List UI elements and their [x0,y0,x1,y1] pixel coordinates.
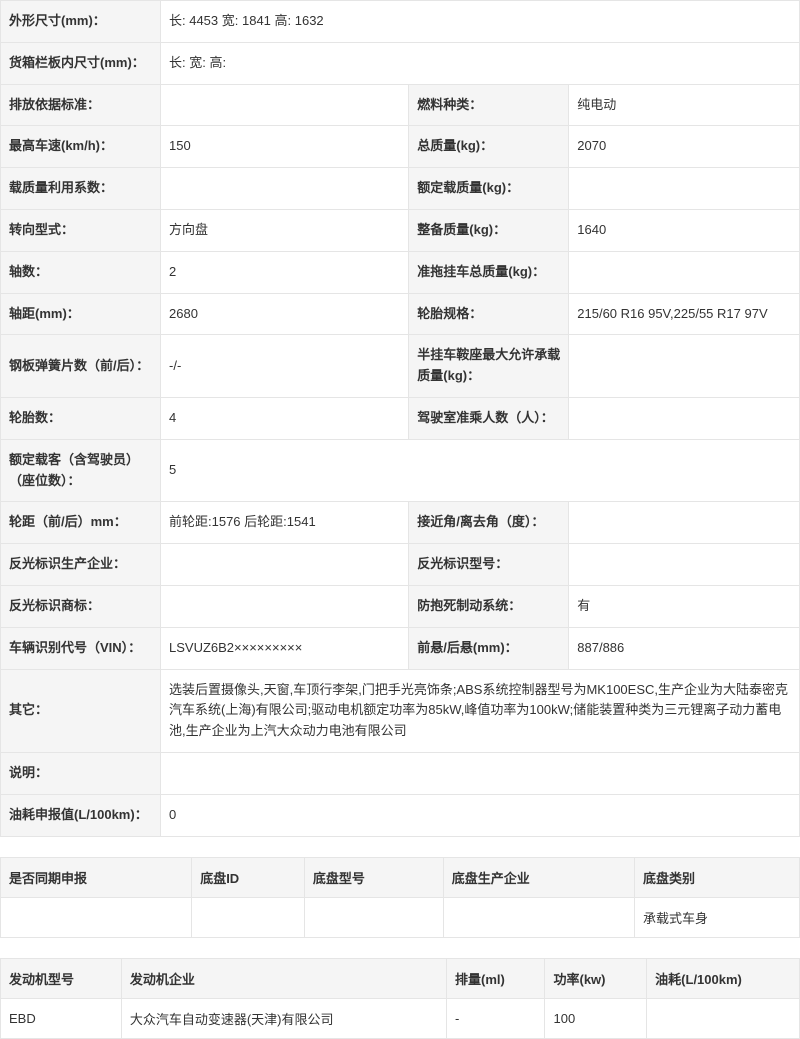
steering-label: 转向型式： [1,209,161,251]
fuelcons-value: 0 [161,794,800,836]
chassis-c1 [1,897,192,937]
engine-c1: EBD [1,998,122,1038]
trailermass-label: 准拖挂车总质量(kg)： [409,251,569,293]
cabpassenger-label: 驾驶室准乘人数（人）： [409,397,569,439]
leafspring-value: -/- [161,335,409,398]
engine-c5 [647,998,800,1038]
vin-label: 车辆识别代号（VIN）： [1,627,161,669]
trailermass-value [569,251,800,293]
reflectmfr-value [161,544,409,586]
chassis-c2 [192,897,305,937]
wheelbase-label: 轴距(mm)： [1,293,161,335]
engine-c2: 大众汽车自动变速器(天津)有限公司 [121,998,446,1038]
other-label: 其它： [1,669,161,752]
tirecount-value: 4 [161,397,409,439]
reflectmark-value [161,585,409,627]
chassis-col3: 底盘型号 [304,857,443,897]
chassis-col4: 底盘生产企业 [443,857,634,897]
abs-label: 防抱死制动系统： [409,585,569,627]
totalmass-label: 总质量(kg)： [409,126,569,168]
seats-value: 5 [161,439,800,502]
axles-label: 轴数： [1,251,161,293]
chassis-col2: 底盘ID [192,857,305,897]
chassis-c3 [304,897,443,937]
note-label: 说明： [1,752,161,794]
angle-label: 接近角/离去角（度）： [409,502,569,544]
engine-col2: 发动机企业 [121,958,446,998]
engine-col3: 排量(ml) [447,958,545,998]
totalmass-value: 2070 [569,126,800,168]
reflectmodel-value [569,544,800,586]
axles-value: 2 [161,251,409,293]
chassis-table: 是否同期申报 底盘ID 底盘型号 底盘生产企业 底盘类别 承载式车身 [0,857,800,938]
specifications-table: 外形尺寸(mm)： 长: 4453 宽: 1841 高: 1632 货箱栏板内尺… [0,0,800,837]
overhang-label: 前悬/后悬(mm)： [409,627,569,669]
maxspeed-value: 150 [161,126,409,168]
table-row: 承载式车身 [1,897,800,937]
ratedload-label: 额定载质量(kg)： [409,168,569,210]
note-value [161,752,800,794]
engine-col5: 油耗(L/100km) [647,958,800,998]
chassis-col1: 是否同期申报 [1,857,192,897]
cargo-label: 货箱栏板内尺寸(mm)： [1,42,161,84]
saddleload-label: 半挂车鞍座最大允许承载质量(kg)： [409,335,569,398]
abs-value: 有 [569,585,800,627]
loadfactor-value [161,168,409,210]
chassis-col5: 底盘类别 [634,857,799,897]
curbmass-value: 1640 [569,209,800,251]
chassis-c4 [443,897,634,937]
steering-value: 方向盘 [161,209,409,251]
curbmass-label: 整备质量(kg)： [409,209,569,251]
reflectmfr-label: 反光标识生产企业： [1,544,161,586]
chassis-c5: 承载式车身 [634,897,799,937]
track-value: 前轮距:1576 后轮距:1541 [161,502,409,544]
wheelbase-value: 2680 [161,293,409,335]
fuel-value: 纯电动 [569,84,800,126]
track-label: 轮距（前/后）mm： [1,502,161,544]
engine-c3: - [447,998,545,1038]
angle-value [569,502,800,544]
maxspeed-label: 最高车速(km/h)： [1,126,161,168]
engine-col1: 发动机型号 [1,958,122,998]
engine-table: 发动机型号 发动机企业 排量(ml) 功率(kw) 油耗(L/100km) EB… [0,958,800,1039]
tires-label: 轮胎规格： [409,293,569,335]
ratedload-value [569,168,800,210]
vin-value: LSVUZ6B2××××××××× [161,627,409,669]
leafspring-label: 钢板弹簧片数（前/后）： [1,335,161,398]
fuel-label: 燃料种类： [409,84,569,126]
seats-label: 额定载客（含驾驶员）（座位数）： [1,439,161,502]
cabpassenger-value [569,397,800,439]
tires-value: 215/60 R16 95V,225/55 R17 97V [569,293,800,335]
dimensions-value: 长: 4453 宽: 1841 高: 1632 [161,1,800,43]
engine-col4: 功率(kw) [545,958,647,998]
overhang-value: 887/886 [569,627,800,669]
fuelcons-label: 油耗申报值(L/100km)： [1,794,161,836]
tirecount-label: 轮胎数： [1,397,161,439]
saddleload-value [569,335,800,398]
engine-c4: 100 [545,998,647,1038]
other-value: 选装后置摄像头,天窗,车顶行李架,门把手光亮饰条;ABS系统控制器型号为MK10… [161,669,800,752]
dimensions-label: 外形尺寸(mm)： [1,1,161,43]
reflectmodel-label: 反光标识型号： [409,544,569,586]
emission-label: 排放依据标准： [1,84,161,126]
reflectmark-label: 反光标识商标： [1,585,161,627]
emission-value [161,84,409,126]
loadfactor-label: 载质量利用系数： [1,168,161,210]
table-row: EBD 大众汽车自动变速器(天津)有限公司 - 100 [1,998,800,1038]
cargo-value: 长: 宽: 高: [161,42,800,84]
